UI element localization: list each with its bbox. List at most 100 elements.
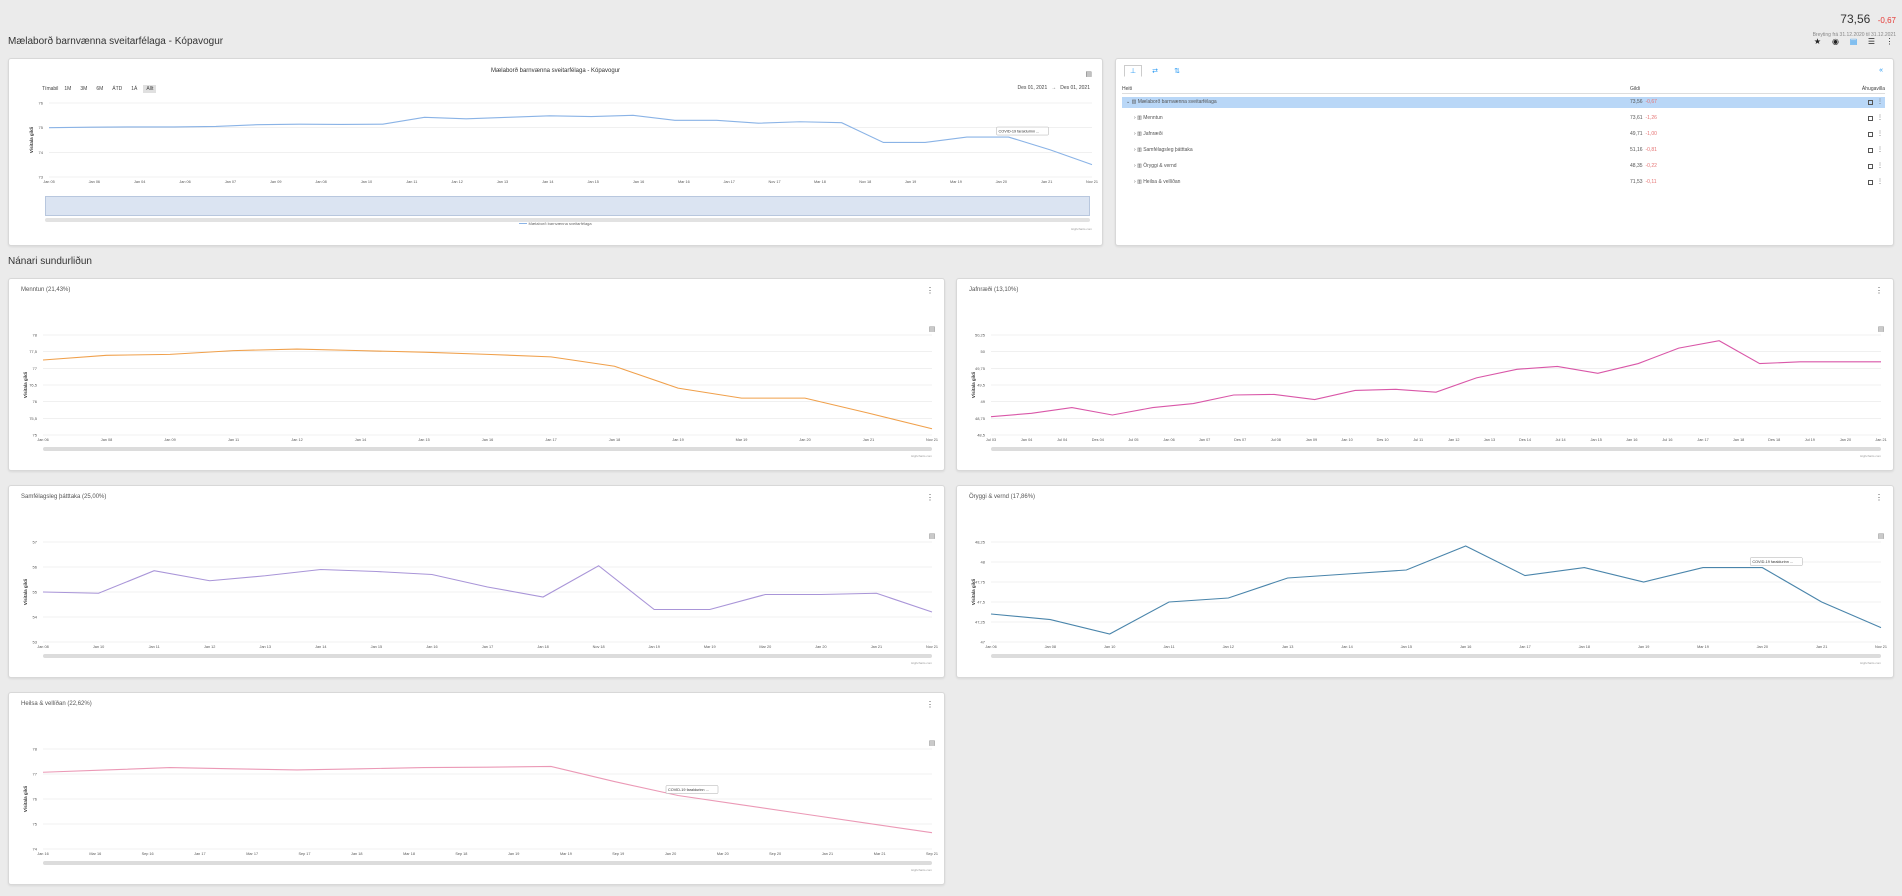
chart-legend[interactable]: Mælaborð barnvænna sveitarfélaga bbox=[9, 221, 1102, 226]
card-menu-icon[interactable]: ⋮ bbox=[926, 493, 934, 502]
chevron-down-icon[interactable]: ⌄ bbox=[1126, 99, 1131, 105]
range-button-6m[interactable]: 6M bbox=[96, 86, 104, 92]
tree-icon[interactable]: ⊥ bbox=[1124, 65, 1142, 77]
tree-row[interactable]: › ▥ Heilsa & vellíðan 71,53 -0,11 ⋮ bbox=[1122, 177, 1885, 188]
card-menu-icon[interactable]: ⋮ bbox=[1875, 286, 1883, 295]
x-tick-label: Nov 21 bbox=[1875, 645, 1887, 649]
tree-row[interactable]: › ▥ Samfélagsleg þátttaka 51,16 -0,81 ⋮ bbox=[1122, 145, 1885, 156]
x-tick-label: Jul 14 bbox=[1556, 438, 1566, 442]
chevron-right-icon[interactable]: › bbox=[1134, 163, 1136, 169]
follow-checkbox[interactable] bbox=[1868, 148, 1873, 153]
chart-credit: Highcharts.com bbox=[911, 454, 932, 458]
sub-chart-title: Jafnræði (13,10%) bbox=[969, 287, 1019, 293]
tree-row[interactable]: › ▥ Jafnræði 49,71 -1,00 ⋮ bbox=[1122, 129, 1885, 140]
x-tick-label: Jan 13 bbox=[1282, 645, 1293, 649]
filter-icon[interactable]: ⇄ bbox=[1152, 68, 1158, 75]
eye-icon[interactable]: ◉ bbox=[1832, 37, 1839, 46]
y-axis-label: Vísitala gildi bbox=[23, 579, 28, 605]
series-line[interactable] bbox=[990, 340, 1881, 418]
x-tick-label: Jan 11 bbox=[1163, 645, 1174, 649]
range-selector: Tímabil 1M 3M 6M ÁTD 1Á Allt bbox=[42, 85, 157, 93]
x-tick-label: Jan 18 bbox=[1733, 438, 1744, 442]
y-tick-label: 76 bbox=[33, 797, 38, 802]
scrollbar[interactable] bbox=[991, 654, 1881, 658]
range-button-1m[interactable]: 1M bbox=[64, 86, 72, 92]
row-menu-icon[interactable]: ⋮ bbox=[1877, 131, 1883, 137]
card-menu-icon[interactable]: ⋮ bbox=[926, 700, 934, 709]
series-line[interactable] bbox=[42, 565, 933, 613]
series-line[interactable] bbox=[42, 765, 933, 834]
list-icon[interactable]: ☰ bbox=[1867, 37, 1876, 46]
x-tick-label: Jan 10 bbox=[1104, 645, 1115, 649]
range-button-ytd[interactable]: ÁTD bbox=[112, 86, 123, 92]
chevron-right-icon[interactable]: › bbox=[1134, 131, 1136, 137]
series-line[interactable] bbox=[990, 545, 1882, 635]
sub-line-chart: 48,25 48 47,75 47,5 47,25 47 Vísitala gildi Jan… bbox=[971, 533, 1887, 665]
sort-icon[interactable]: ⇅ bbox=[1174, 68, 1180, 75]
follow-checkbox[interactable] bbox=[1868, 164, 1873, 169]
chart-icon[interactable]: ▤ bbox=[1849, 37, 1858, 46]
star-icon[interactable]: ★ bbox=[1813, 37, 1822, 46]
range-button-1y[interactable]: 1Á bbox=[131, 86, 138, 92]
export-menu-icon[interactable]: ▤ bbox=[929, 533, 936, 540]
card-menu-icon[interactable]: ⋮ bbox=[926, 286, 934, 295]
y-tick-label: 48 bbox=[981, 560, 986, 565]
follow-checkbox[interactable] bbox=[1868, 180, 1873, 185]
menu-icon[interactable]: ⋮ bbox=[1885, 37, 1894, 46]
export-menu-icon[interactable]: ▤ bbox=[1878, 326, 1885, 333]
export-menu-icon[interactable]: ▤ bbox=[1878, 533, 1885, 540]
row-menu-icon[interactable]: ⋮ bbox=[1877, 147, 1883, 153]
tree-row-name: › ▥ Jafnræði bbox=[1134, 129, 1163, 140]
x-tick-label: Jan 19 bbox=[648, 645, 659, 649]
tree-row[interactable]: › ▥ Menntun 73,61 -1,26 ⋮ bbox=[1122, 113, 1885, 124]
y-tick-label: 75 bbox=[39, 125, 44, 130]
export-menu-icon[interactable]: ▤ bbox=[929, 740, 936, 747]
x-tick-label: Nov 17 bbox=[769, 180, 781, 184]
x-tick-label: Jan 15 bbox=[587, 180, 598, 184]
series-line[interactable] bbox=[42, 348, 933, 430]
navigator-scrollbar[interactable] bbox=[45, 218, 1090, 222]
row-menu-icon[interactable]: ⋮ bbox=[1877, 115, 1883, 121]
y-tick-label: 55 bbox=[33, 590, 38, 595]
range-button-all[interactable]: Allt bbox=[143, 85, 157, 93]
x-tick-label: Mar 19 bbox=[950, 180, 962, 184]
tree-row[interactable]: › ▥ Öryggi & vernd 48,35 -0,22 ⋮ bbox=[1122, 161, 1885, 172]
card-menu-icon[interactable]: ⋮ bbox=[1875, 493, 1883, 502]
export-menu-icon[interactable]: ▤ bbox=[1085, 71, 1092, 78]
date-from-input[interactable]: Des 01, 2021 bbox=[1017, 85, 1048, 91]
chevron-right-icon[interactable]: › bbox=[1134, 115, 1136, 121]
scrollbar[interactable] bbox=[43, 861, 932, 865]
tree-row[interactable]: ⌄ ▥ Mælaborð barnvænna sveitarfélaga 73,5… bbox=[1122, 97, 1885, 108]
tree-header-value: Gildi bbox=[1630, 86, 1641, 92]
y-axis-label: Vísitala gildi bbox=[29, 127, 34, 153]
scrollbar[interactable] bbox=[43, 447, 932, 451]
y-axis-label: Vísitala gildi bbox=[971, 372, 976, 398]
row-menu-icon[interactable]: ⋮ bbox=[1877, 99, 1883, 105]
row-menu-icon[interactable]: ⋮ bbox=[1877, 179, 1883, 185]
series-line[interactable] bbox=[48, 114, 1093, 166]
sub-chart-card-jafnraedi: Jafnræði (13,10%) ⋮ 50,25 50 49,75 49,5 49 48… bbox=[956, 278, 1894, 471]
follow-checkbox[interactable] bbox=[1868, 132, 1873, 137]
follow-checkbox[interactable] bbox=[1868, 116, 1873, 121]
collapse-icon[interactable]: « bbox=[1879, 67, 1883, 74]
x-tick-label: Des 07 bbox=[1234, 438, 1246, 442]
export-menu-icon[interactable]: ▤ bbox=[929, 326, 936, 333]
tree-value-text: 48,35 bbox=[1630, 163, 1643, 169]
x-tick-label: Sep 17 bbox=[298, 852, 310, 856]
date-to-input[interactable]: Des 01, 2021 bbox=[1060, 85, 1090, 91]
chevron-right-icon[interactable]: › bbox=[1134, 179, 1136, 185]
navigator[interactable] bbox=[45, 196, 1090, 216]
y-axis-label: Vísitala gildi bbox=[23, 372, 28, 398]
follow-checkbox[interactable] bbox=[1868, 100, 1873, 105]
x-tick-label: Jan 21 bbox=[871, 645, 882, 649]
x-tick-label: Jan 15 bbox=[1590, 438, 1601, 442]
y-tick-label: 48,25 bbox=[975, 540, 986, 545]
scrollbar[interactable] bbox=[43, 654, 932, 658]
y-tick-label: 78 bbox=[33, 333, 38, 338]
scrollbar[interactable] bbox=[991, 447, 1881, 451]
range-button-3m[interactable]: 3M bbox=[80, 86, 88, 92]
y-tick-label: 50 bbox=[981, 349, 986, 354]
row-menu-icon[interactable]: ⋮ bbox=[1877, 163, 1883, 169]
chevron-right-icon[interactable]: › bbox=[1134, 147, 1136, 153]
x-tick-label: Jan 17 bbox=[194, 852, 205, 856]
